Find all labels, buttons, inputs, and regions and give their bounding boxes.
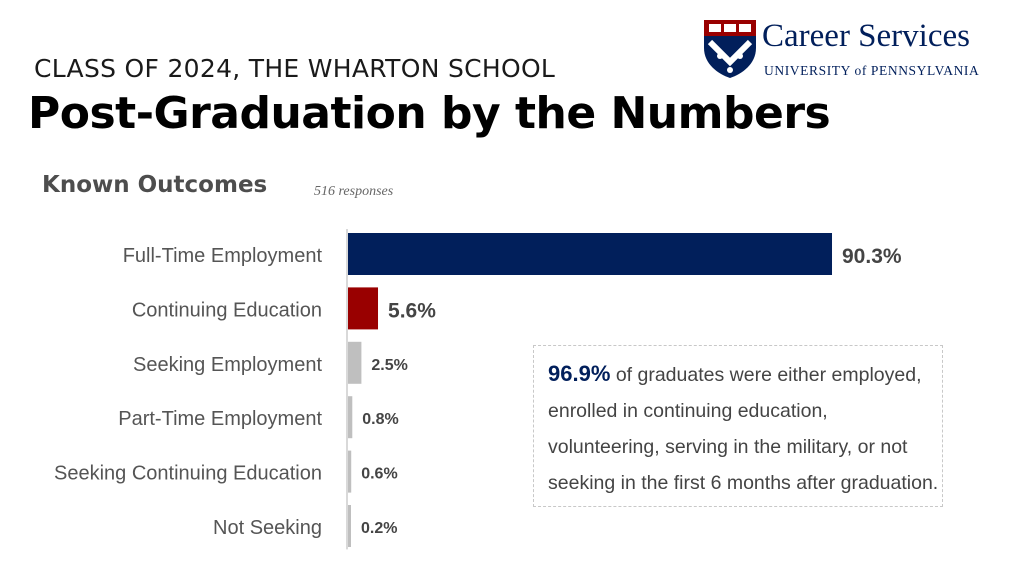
value-label: 0.6% [361, 466, 397, 483]
bar-6 [348, 505, 351, 547]
value-label: 5.6% [388, 299, 436, 322]
page-title: Post-Graduation by the Numbers [28, 88, 831, 139]
category-label: Seeking Continuing Education [54, 463, 322, 485]
value-label: 0.8% [362, 411, 398, 428]
value-label: 0.2% [361, 520, 397, 537]
bar-1 [348, 233, 833, 275]
bar-2 [348, 287, 379, 330]
logo-university: UNIVERSITY of PENNSYLVANIA [764, 63, 980, 78]
bar-4 [348, 396, 353, 439]
category-label: Continuing Education [132, 299, 322, 321]
callout-value: 96.9% [548, 361, 611, 386]
category-label: Part-Time Employment [118, 408, 322, 430]
summary-callout: 96.9% of graduates were either employed,… [533, 345, 943, 507]
value-label: 90.3% [842, 245, 902, 268]
category-label: Not Seeking [213, 517, 322, 539]
callout-text: of graduates were either employed, enrol… [548, 364, 939, 494]
logo-wordmark: Career Services [762, 18, 970, 54]
section-title: Known Outcomes [42, 172, 268, 198]
bar-5 [348, 450, 352, 493]
value-label: 2.5% [371, 357, 407, 374]
category-label: Seeking Employment [133, 354, 322, 376]
career-services-logo: Career Services UNIVERSITY of PENNSYLVAN… [702, 16, 1002, 86]
penn-shield-icon [704, 20, 756, 78]
supertitle: CLASS OF 2024, THE WHARTON SCHOOL [34, 54, 556, 83]
category-label: Full-Time Employment [123, 245, 323, 267]
bar-3 [348, 341, 362, 384]
response-count: 516 responses [314, 184, 394, 199]
